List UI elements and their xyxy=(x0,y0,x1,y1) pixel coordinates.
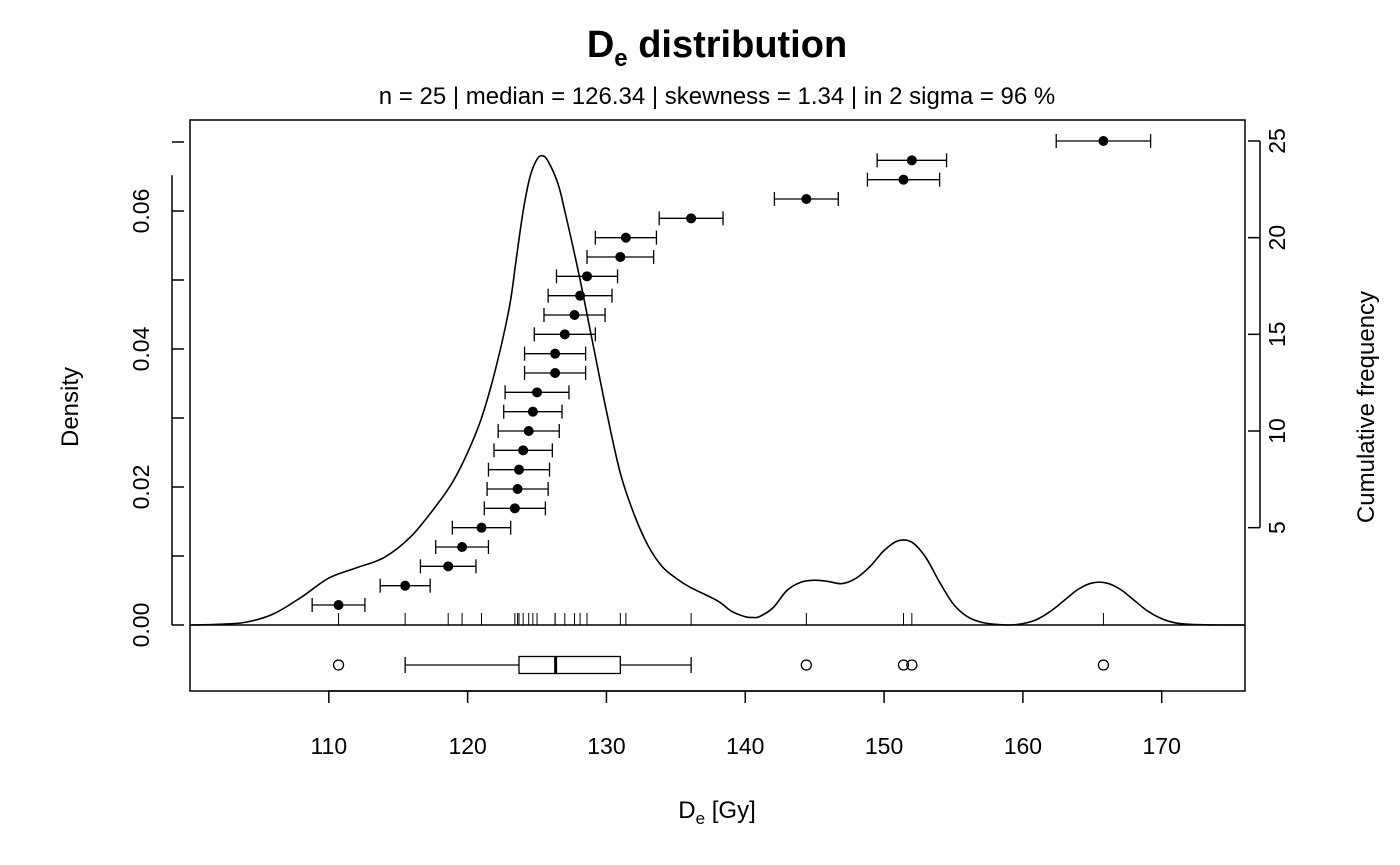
cumulative-point xyxy=(509,503,520,514)
cumulative-point xyxy=(457,542,468,552)
x-tick-label: 130 xyxy=(587,733,625,759)
y-left-axis-label: Density xyxy=(57,367,84,447)
cumulative-point-group xyxy=(497,424,560,438)
cumulative-point xyxy=(513,464,524,475)
cumulative-point xyxy=(518,445,529,456)
chart-subtitle: n = 25 | median = 126.34 | skewness = 1.… xyxy=(379,83,1055,110)
boxplot-outlier xyxy=(800,659,812,671)
cumulative-point xyxy=(1098,136,1109,146)
cumulative-point xyxy=(559,329,570,340)
y-right-axis: 5 10 15 20 25 xyxy=(1248,128,1290,534)
x-axis: 110 120 130 140 150 160 170 xyxy=(310,690,1181,759)
cumulative-point-group xyxy=(547,288,613,303)
cumulative-point-group xyxy=(866,172,941,187)
cumulative-point-group xyxy=(493,443,553,458)
cumulative-point xyxy=(333,600,344,610)
boxplot-box xyxy=(518,655,621,675)
x-tick-label: 110 xyxy=(310,733,347,759)
x-tick-label: 150 xyxy=(865,733,903,759)
cumulative-point-group xyxy=(379,578,431,593)
cumulative-point xyxy=(898,174,909,185)
boxplot-outlier xyxy=(1097,659,1110,671)
cumulative-point xyxy=(443,561,454,572)
cumulative-point xyxy=(582,271,593,282)
chart-title: De distribution xyxy=(587,24,847,72)
cumulative-point xyxy=(575,290,586,301)
cumulative-point xyxy=(512,484,523,494)
cumulative-point-group xyxy=(451,520,512,535)
cumulative-point xyxy=(686,213,697,224)
y-right-tick-label: 20 xyxy=(1264,225,1290,251)
cumulative-point-group xyxy=(594,230,658,245)
cumulative-point-group xyxy=(555,269,619,284)
cumulative-point xyxy=(476,522,487,533)
cumulative-point-group xyxy=(1055,134,1152,148)
y-left-tick-label: 0.02 xyxy=(128,465,154,510)
cumulative-point xyxy=(400,580,411,591)
cumulative-point xyxy=(620,232,631,243)
y-right-axis-label: Cumulative frequency xyxy=(1353,291,1380,523)
cumulative-points xyxy=(311,134,1152,612)
cumulative-point xyxy=(615,252,626,262)
cumulative-point-group xyxy=(658,211,724,226)
x-tick-label: 160 xyxy=(1004,733,1042,759)
x-axis-label: De [Gy] xyxy=(678,797,755,828)
cumulative-point xyxy=(523,426,534,436)
cumulative-point xyxy=(906,155,917,166)
cumulative-point-group xyxy=(543,308,606,322)
chart-title-subscript: e xyxy=(614,45,627,72)
boxplot-outlier xyxy=(906,659,918,671)
cumulative-point xyxy=(527,406,538,417)
y-left-tick-label: 0.06 xyxy=(128,189,154,234)
density-curve xyxy=(189,154,1246,626)
cumulative-point-group xyxy=(586,250,655,264)
cumulative-point xyxy=(801,194,812,204)
cumulative-point-group xyxy=(486,482,549,496)
cumulative-point-group xyxy=(876,153,948,168)
cumulative-point xyxy=(569,310,580,320)
cumulative-point-group xyxy=(523,366,587,380)
rug-ticks xyxy=(338,613,1104,625)
cumulative-point-group xyxy=(533,327,596,342)
y-right-tick-label: 5 xyxy=(1264,521,1290,534)
x-tick-label: 120 xyxy=(448,733,486,759)
y-left-axis: 0.00 0.02 0.04 0.06 xyxy=(128,141,184,648)
x-axis-label-subscript: e xyxy=(696,809,705,828)
x-tick-label: 170 xyxy=(1143,733,1181,759)
boxplot-outlier xyxy=(897,659,910,671)
cumulative-point-group xyxy=(483,501,547,516)
y-right-tick-label: 25 xyxy=(1264,128,1290,154)
x-tick-label: 140 xyxy=(726,733,764,759)
cumulative-point-group xyxy=(487,462,551,477)
cumulative-point xyxy=(550,368,561,378)
boxplot-outlier xyxy=(332,659,345,671)
y-left-tick-label: 0.00 xyxy=(128,603,154,648)
y-right-tick-label: 10 xyxy=(1264,418,1290,444)
cumulative-point-group xyxy=(419,559,477,574)
y-left-tick-label: 0.04 xyxy=(128,326,154,371)
cumulative-point xyxy=(550,348,561,359)
cumulative-point xyxy=(532,387,543,398)
cumulative-point-group xyxy=(435,540,490,554)
cumulative-point-group xyxy=(504,385,570,400)
cumulative-point-group xyxy=(773,192,839,206)
cumulative-point-group xyxy=(523,346,587,361)
cumulative-point-group xyxy=(503,404,563,419)
y-right-tick-label: 15 xyxy=(1264,322,1290,348)
cumulative-point-group xyxy=(311,598,366,612)
boxplot xyxy=(332,655,1110,675)
